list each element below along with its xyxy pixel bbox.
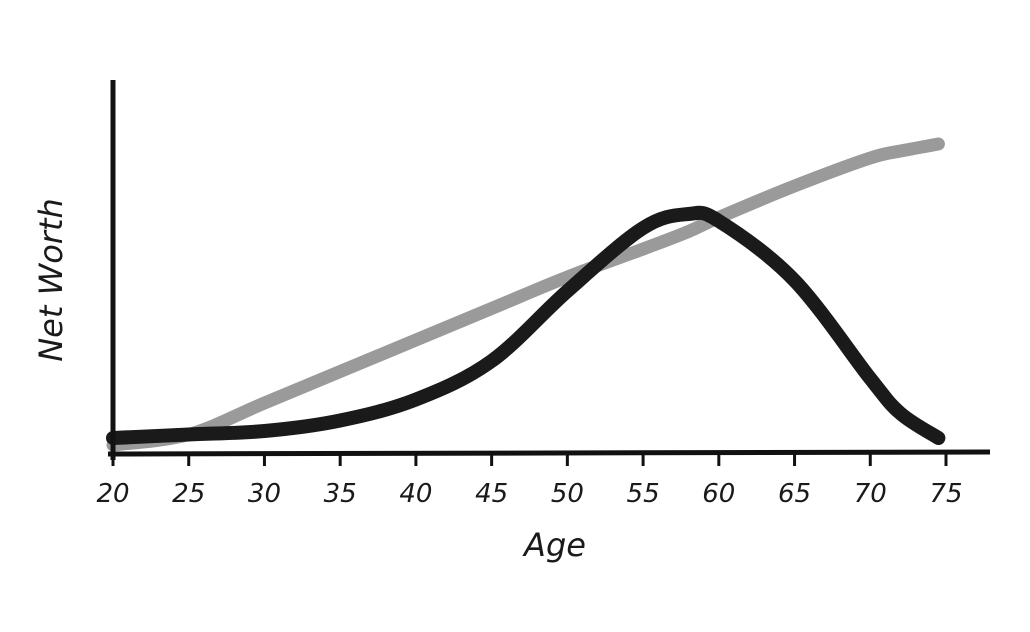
x-tick-label: 45 — [475, 479, 508, 509]
x-tick-label: 40 — [399, 479, 432, 509]
series-line-1 — [106, 137, 945, 452]
x-tick-label: 30 — [248, 479, 281, 509]
x-tick-label: 60 — [702, 479, 735, 509]
x-axis-title: Age — [522, 526, 586, 564]
x-tick-label: 50 — [551, 479, 584, 509]
x-ticks: 20 25 30 35 40 45 50 55 60 65 70 75 — [96, 452, 963, 509]
x-tick-label: 75 — [929, 479, 962, 509]
y-axis-title: Net Worth — [32, 198, 70, 362]
x-tick-label: 70 — [854, 479, 887, 509]
x-tick-label: 20 — [96, 479, 129, 509]
x-tick-label: 55 — [627, 479, 660, 509]
x-axis-line — [107, 449, 991, 457]
series-line-2 — [106, 205, 946, 445]
x-tick-label: 65 — [778, 479, 811, 509]
plot-area — [106, 137, 946, 452]
x-tick-label: 35 — [324, 479, 357, 509]
x-tick-label: 25 — [172, 479, 205, 509]
